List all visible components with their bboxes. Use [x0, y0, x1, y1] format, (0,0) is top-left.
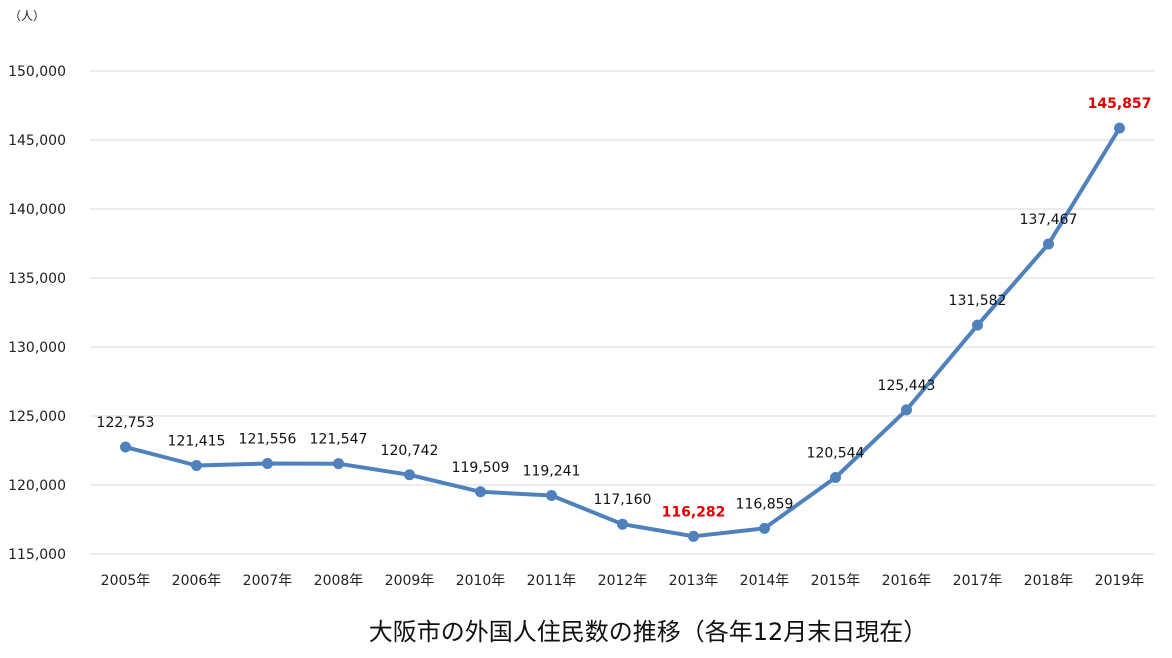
x-tick-label: 2009年 [385, 573, 435, 589]
data-point [191, 459, 202, 471]
x-tick-label: 2019年 [1095, 573, 1145, 589]
x-tick-label: 2007年 [243, 573, 293, 589]
data-label: 119,241 [523, 463, 581, 479]
x-tick-label: 2005年 [101, 573, 151, 589]
data-point [120, 441, 131, 453]
x-tick-label: 2010年 [456, 573, 506, 589]
data-point [546, 489, 557, 501]
data-label: 121,547 [310, 432, 368, 448]
y-tick-label: 120,000 [8, 478, 66, 494]
x-tick-label: 2018年 [1024, 573, 1074, 589]
data-point [688, 530, 699, 542]
y-tick-label: 140,000 [8, 202, 66, 218]
data-label-highlighted: 116,282 [662, 504, 726, 520]
data-point [262, 458, 273, 470]
x-tick-label: 2011年 [527, 573, 577, 589]
series-line [123, 126, 1122, 539]
y-axis-ticks: 115,000 120,000 125,000 130,000 135,000 140,0… [8, 64, 66, 563]
y-tick-label: 145,000 [8, 133, 66, 149]
data-label: 121,415 [168, 433, 226, 449]
data-label: 120,742 [381, 443, 439, 459]
data-point [333, 458, 344, 470]
y-tick-label: 125,000 [8, 409, 66, 425]
data-point [972, 319, 983, 331]
data-label: 117,160 [594, 492, 652, 508]
x-tick-label: 2017年 [953, 573, 1003, 589]
chart-title: 大阪市の外国人住民数の推移（各年12月末日現在） [369, 618, 928, 646]
x-axis-ticks: 2005年 2006年 2007年 2008年 2009年 2010年 2011年 2012年… [101, 573, 1145, 589]
data-labels: 122,753 121,415 121,556 121,547 120,742 119,5… [97, 96, 1152, 520]
data-point [759, 522, 770, 534]
x-tick-label: 2014年 [740, 573, 790, 589]
data-label: 137,467 [1020, 212, 1078, 228]
x-tick-label: 2016年 [882, 573, 932, 589]
data-point [1043, 238, 1054, 250]
data-point [830, 471, 841, 483]
data-label: 121,556 [239, 432, 297, 448]
data-label: 125,443 [878, 378, 936, 394]
data-label: 120,544 [807, 445, 865, 461]
x-tick-label: 2006年 [172, 573, 222, 589]
data-point [1114, 122, 1125, 134]
y-tick-label: 115,000 [8, 547, 66, 563]
x-tick-label: 2013年 [669, 573, 719, 589]
y-tick-label: 130,000 [8, 340, 66, 356]
data-point [475, 486, 486, 498]
gridlines [90, 70, 1155, 555]
data-label: 122,753 [97, 415, 155, 431]
x-tick-label: 2008年 [314, 573, 364, 589]
series-layer [120, 122, 1125, 542]
data-point [404, 469, 415, 481]
data-label: 131,582 [949, 293, 1007, 309]
y-tick-label: 150,000 [8, 64, 66, 80]
data-label-highlighted: 145,857 [1088, 96, 1152, 112]
x-tick-label: 2015年 [811, 573, 861, 589]
data-label: 116,859 [736, 496, 794, 512]
x-tick-label: 2012年 [598, 573, 648, 589]
y-axis-unit-label: （人） [9, 9, 45, 23]
data-label: 119,509 [452, 460, 510, 476]
data-point [901, 404, 912, 416]
data-point [617, 518, 628, 530]
y-tick-label: 135,000 [8, 271, 66, 287]
